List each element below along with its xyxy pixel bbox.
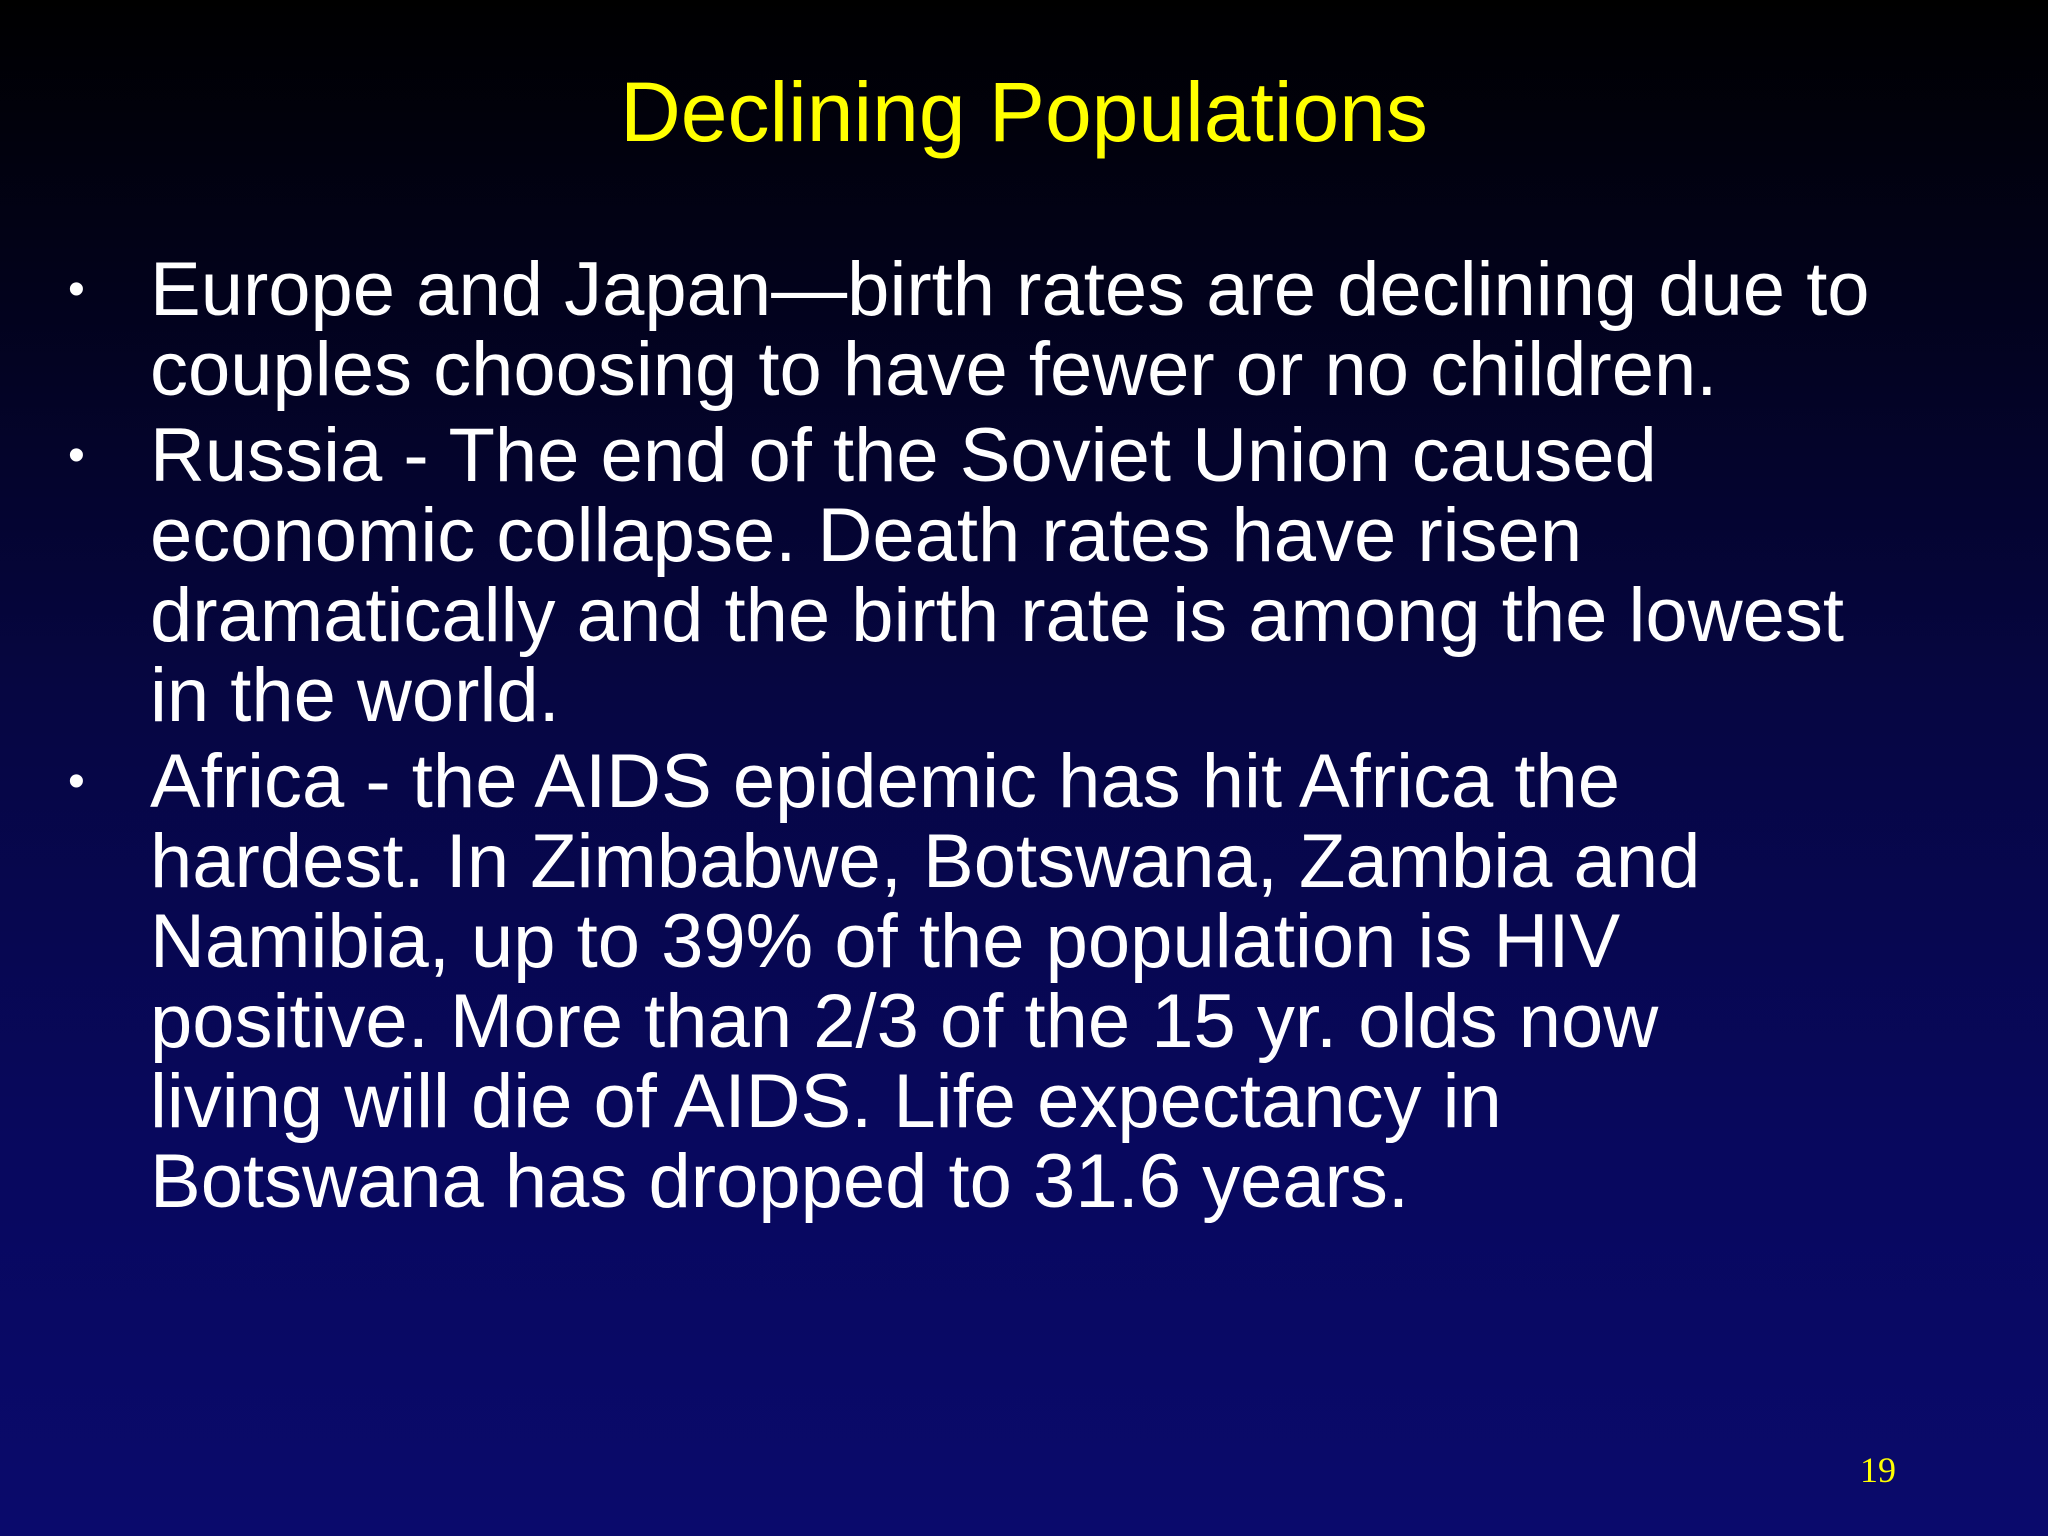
bullet-text-russia: Russia - The end of the Soviet Union cau… (150, 413, 1844, 738)
bullet-marker: • (68, 429, 85, 482)
bullet-list: • Europe and Japan—birth rates are decli… (0, 250, 2048, 1228)
bullet-item-europe-japan: • Europe and Japan—birth rates are decli… (0, 250, 2048, 410)
bullet-marker: • (68, 755, 85, 808)
bullet-item-africa: • Africa - the AIDS epidemic has hit Afr… (0, 742, 2048, 1222)
bullet-text-africa: Africa - the AIDS epidemic has hit Afric… (150, 739, 1701, 1224)
bullet-text-europe-japan: Europe and Japan—birth rates are declini… (150, 247, 1870, 412)
bullet-item-russia: • Russia - The end of the Soviet Union c… (0, 416, 2048, 736)
slide-title: Declining Populations (620, 65, 1428, 159)
page-number: 19 (1860, 1450, 1896, 1490)
bullet-marker: • (68, 263, 85, 316)
